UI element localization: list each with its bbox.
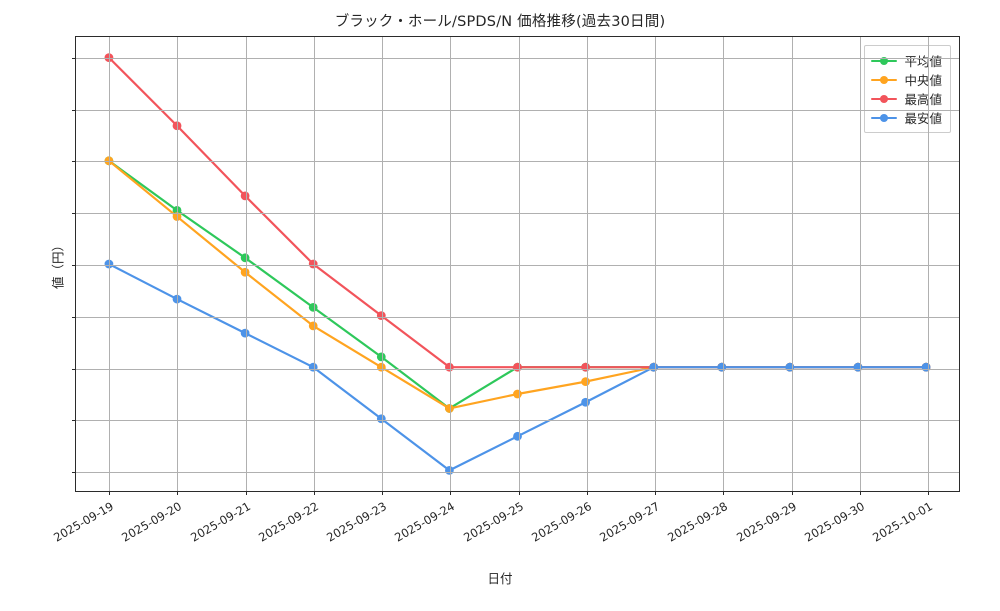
y-tick-mark [72, 57, 76, 59]
x-tick-mark [928, 491, 929, 495]
x-gridline [655, 37, 656, 491]
x-axis-label: 日付 [487, 571, 513, 586]
legend-label: 最高値 [904, 92, 942, 107]
x-tick-mark [450, 491, 452, 495]
series-data-point [513, 389, 522, 399]
x-gridline [859, 37, 861, 491]
legend-item[interactable]: 平均値 [871, 51, 942, 70]
y-tick-mark [72, 316, 76, 318]
series-data-point [172, 294, 182, 304]
legend-marker-icon [871, 54, 898, 68]
series-data-point [445, 404, 454, 413]
series-data-point [172, 212, 182, 221]
x-gridline [518, 37, 520, 491]
y-gridline [76, 265, 959, 266]
series-data-point [240, 191, 250, 201]
y-tick-mark [72, 265, 76, 266]
series-data-point [308, 321, 318, 331]
y-axis-label: 値（円） [50, 238, 66, 290]
x-tick-mark [791, 491, 793, 495]
series-data-point [513, 431, 522, 441]
y-gridline [76, 109, 959, 111]
x-gridline [177, 37, 179, 491]
x-tick-mark [245, 491, 247, 495]
series-data-point [240, 267, 250, 277]
series-data-point [104, 53, 114, 63]
x-tick-mark [313, 491, 315, 495]
y-gridline [76, 161, 959, 163]
series-data-point [308, 259, 318, 269]
legend-marker-icon [871, 111, 898, 125]
series-data-point [513, 362, 522, 372]
series-data-point [104, 156, 114, 166]
series-data-point [921, 362, 931, 372]
x-tick-mark [586, 491, 588, 495]
x-gridline [245, 37, 247, 491]
y-gridline [76, 213, 959, 215]
x-tick-mark [859, 491, 861, 495]
series-data-point [581, 377, 590, 387]
series-lines [104, 53, 931, 475]
series-data-point [104, 259, 114, 269]
series-data-point [717, 362, 727, 372]
series-data-point [581, 362, 590, 372]
x-gridline [928, 37, 929, 491]
y-tick-mark [72, 161, 76, 163]
x-gridline [586, 37, 588, 491]
legend-marker-icon [871, 92, 898, 106]
y-gridline [76, 472, 959, 474]
x-gridline [109, 37, 110, 491]
x-gridline [723, 37, 725, 491]
y-tick-mark [72, 368, 76, 370]
y-tick-mark [72, 472, 76, 474]
series-data-point [240, 253, 250, 263]
x-tick-mark [109, 491, 110, 495]
legend-marker-icon [871, 73, 898, 87]
series-data-point [376, 352, 386, 362]
series-data-point [581, 397, 590, 407]
x-gridline [313, 37, 315, 491]
x-tick-mark [382, 491, 383, 495]
x-tick-mark [177, 491, 179, 495]
y-gridline [76, 368, 959, 370]
x-tick-mark [518, 491, 520, 495]
x-gridline [382, 37, 383, 491]
y-gridline [76, 420, 959, 422]
legend-item[interactable]: 中央値 [871, 70, 942, 89]
x-tick-mark [655, 491, 656, 495]
legend-label: 最安値 [904, 111, 942, 126]
y-tick-mark [72, 420, 76, 422]
y-gridline [76, 57, 959, 59]
y-tick-mark [72, 109, 76, 111]
legend-item[interactable]: 最高値 [871, 89, 942, 108]
x-gridline [450, 37, 452, 491]
series-data-point [785, 362, 795, 372]
x-gridline [791, 37, 793, 491]
x-tick-mark [723, 491, 725, 495]
y-gridline [76, 316, 959, 318]
series-data-point [853, 362, 863, 372]
legend-label: 平均値 [904, 54, 942, 69]
legend-item[interactable]: 最安値 [871, 108, 942, 127]
chart-legend: 平均値中央値最高値最安値 [864, 45, 951, 133]
chart-title: ブラック・ホール/SPDS/N 価格推移(過去30日間) [334, 14, 666, 30]
series-data-point [172, 205, 182, 215]
series-data-point [240, 328, 250, 338]
series-data-point [172, 121, 182, 131]
series-data-point [308, 302, 318, 312]
y-tick-mark [72, 213, 76, 215]
series-data-point [649, 362, 659, 372]
legend-label: 中央値 [904, 73, 942, 88]
